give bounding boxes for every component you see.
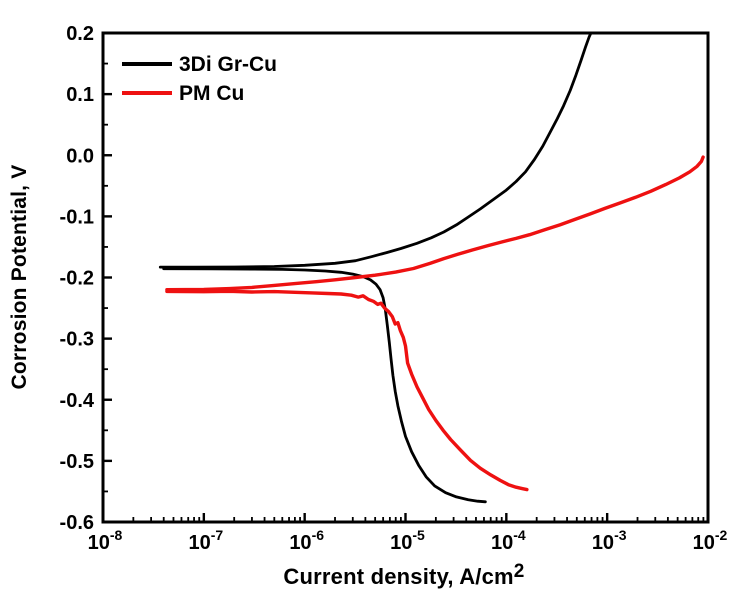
curve-anodic-3di-gr-cu [158,31,593,269]
x-tick-label: 10-7 [188,527,223,554]
x-axis-title-superscript: 2 [513,561,525,582]
y-tick-label: -0.2 [60,268,94,290]
curve-cathodic-pm-cu [165,289,529,492]
plot-frame [101,31,710,524]
y-tick-label: -0.5 [60,451,94,473]
y-tick-label: 0.2 [66,23,94,45]
legend-label-1: PM Cu [179,82,244,105]
curve-cathodic-3di-gr-cu [162,267,487,504]
y-tick-label: 0.1 [66,84,94,106]
y-tick-label: -0.6 [60,512,94,534]
y-tick-label: -0.1 [60,206,94,228]
y-tick-label: -0.3 [60,329,94,351]
x-tick-label: 10-5 [390,527,425,554]
legend-label-0: 3Di Gr-Cu [179,53,277,76]
curve-anodic-pm-cu [165,155,705,292]
y-tick-label: 0.0 [66,145,94,167]
y-tick-label: -0.4 [60,390,95,412]
x-axis-title-text: Current density, A/cm [283,564,514,589]
x-axis-title: Current density, A/cm2 [283,561,524,590]
x-tick-label: 10-3 [592,527,627,554]
x-tick-label: 10-6 [289,527,324,554]
x-tick-label: 10-4 [491,527,526,554]
x-tick-label: 10-2 [693,527,728,554]
y-axis-title: Corrosion Potential, V [8,164,31,390]
